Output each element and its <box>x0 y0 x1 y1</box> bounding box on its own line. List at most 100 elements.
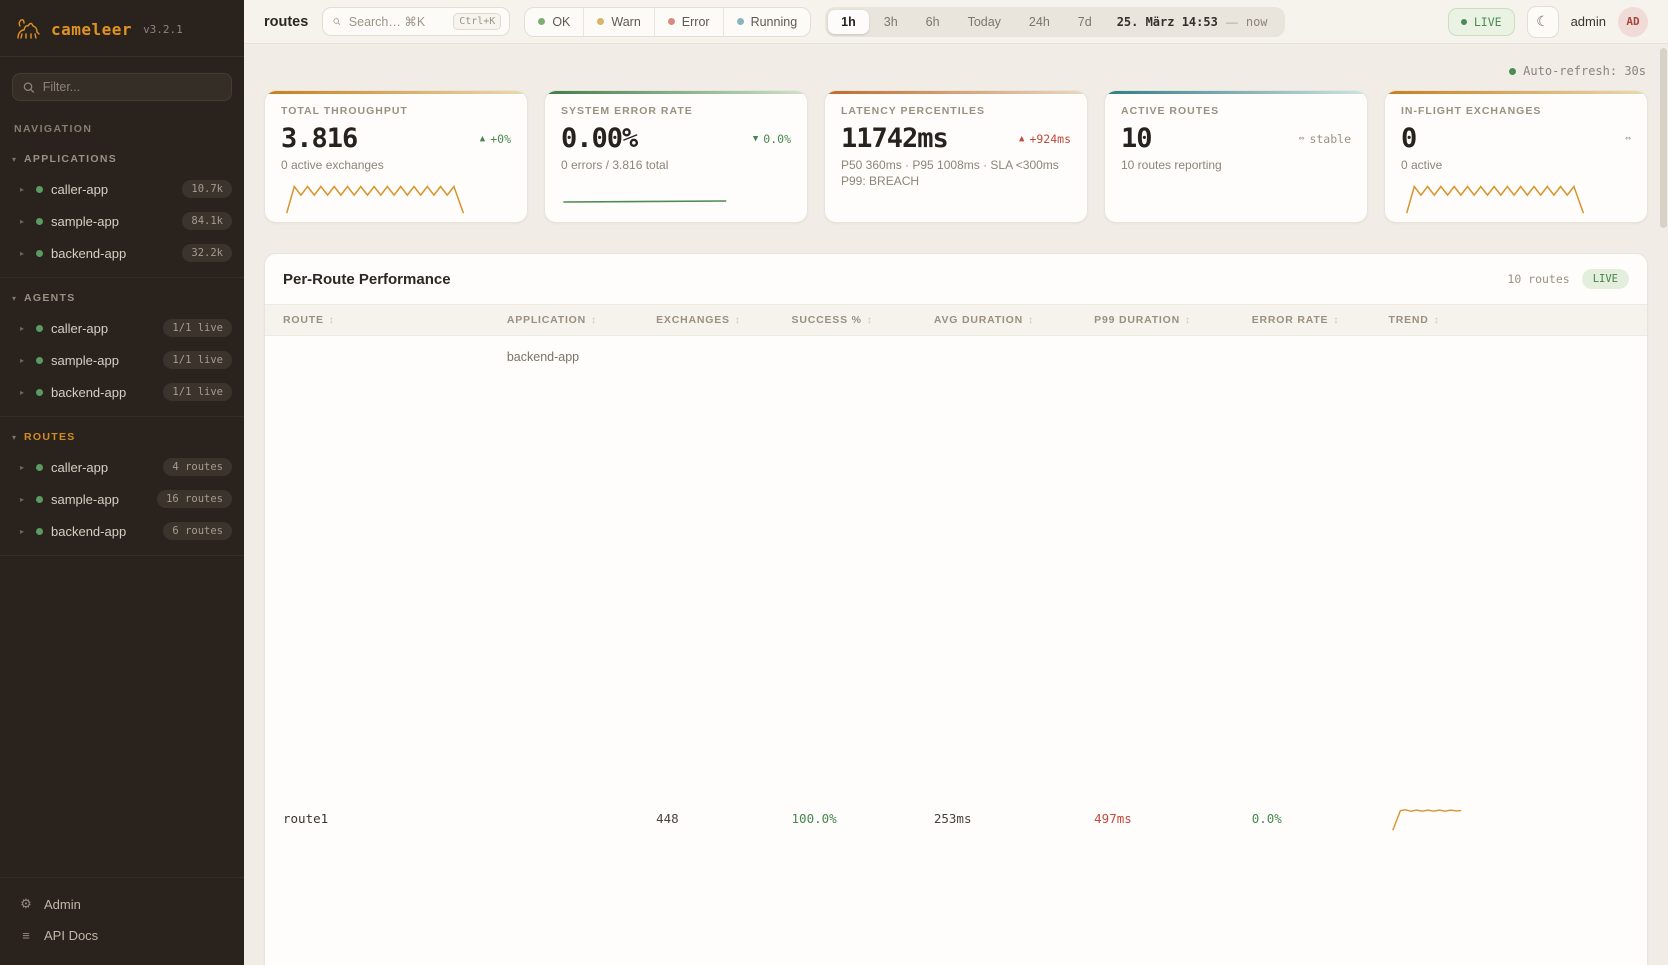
kpi-subtext: 0 active exchanges <box>281 158 384 172</box>
range-3h-button[interactable]: 3h <box>871 10 911 34</box>
theme-toggle-button[interactable]: ☾ <box>1526 5 1559 38</box>
sidebar-item-caller-app[interactable]: ▸ caller-app 10.7k <box>0 173 244 205</box>
range-24h-button[interactable]: 24h <box>1016 10 1063 34</box>
sort-icon: ↕ <box>591 314 597 326</box>
app-logo: cameleer v3.2.1 <box>0 0 244 57</box>
filter-ok-button[interactable]: OK <box>525 8 583 36</box>
col-route[interactable]: ROUTE ↕ <box>283 314 335 326</box>
filter-label: OK <box>552 14 571 29</box>
sidebar: cameleer v3.2.1 NAVIGATION ▾ APPLICATION… <box>0 0 244 965</box>
main-content: Auto-refresh: 30s TOTAL THROUGHPUT 3.816… <box>244 44 1668 965</box>
live-dot-icon <box>1460 18 1467 25</box>
section-header-routes[interactable]: ▾ ROUTES <box>0 427 244 451</box>
autorefresh-indicator: Auto-refresh: 30s <box>264 44 1648 90</box>
arrow-up-icon: ▲ <box>1019 133 1025 144</box>
refresh-dot-icon <box>1509 67 1517 75</box>
count-badge: 1/1 live <box>163 351 232 369</box>
search-box[interactable]: Ctrl+K <box>322 7 511 36</box>
error-rate: 0.0% <box>1251 811 1282 826</box>
time-range-display[interactable]: 25. März 14:53 — now <box>1107 15 1282 29</box>
sidebar-item-routes-caller-app[interactable]: ▸ caller-app 4 routes <box>0 451 244 483</box>
status-filter-group: OK Warn Error Running <box>524 6 812 37</box>
sidebar-section-routes: ▾ ROUTES ▸ caller-app 4 routes ▸ sample-… <box>0 417 244 556</box>
col-error-rate[interactable]: ERROR RATE ↕ <box>1251 314 1340 326</box>
sidebar-item-admin[interactable]: ⚙ Admin <box>0 888 244 920</box>
item-label: sample-app <box>51 213 119 229</box>
table-header-row: ROUTE ↕ APPLICATION ↕ EXCHANGES ↕ SUCCESS %… <box>265 304 1647 336</box>
col-exchanges[interactable]: EXCHANGES ↕ <box>656 314 741 326</box>
sidebar-item-routes-backend-app[interactable]: ▸ backend-app 6 routes <box>0 515 244 547</box>
range-separator: — <box>1225 14 1238 29</box>
topbar: routes Ctrl+K OK Warn Error <box>244 0 1668 44</box>
scrollbar[interactable] <box>1660 48 1667 958</box>
kpi-value: 10 <box>1121 123 1153 154</box>
item-label: Admin <box>44 896 81 912</box>
scrollbar-thumb[interactable] <box>1660 48 1667 228</box>
sidebar-item-agent-caller-app[interactable]: ▸ caller-app 1/1 live <box>0 312 244 344</box>
item-label: caller-app <box>51 459 109 475</box>
sidebar-filter[interactable] <box>12 73 232 101</box>
sidebar-item-routes-sample-app[interactable]: ▸ sample-app 16 routes <box>0 483 244 515</box>
search-input[interactable] <box>348 14 446 29</box>
range-6h-button[interactable]: 6h <box>913 10 953 34</box>
col-avg-duration[interactable]: AVG DURATION ↕ <box>933 314 1034 326</box>
sidebar-footer: ⚙ Admin ≡ API Docs <box>0 877 244 965</box>
section-header-applications[interactable]: ▾ APPLICATIONS <box>0 149 244 173</box>
application-name: backend-app <box>506 350 580 364</box>
sort-icon: ↕ <box>1185 314 1191 326</box>
range-7d-button[interactable]: 7d <box>1065 10 1105 34</box>
col-success[interactable]: SUCCESS % ↕ <box>791 314 873 326</box>
count-badge: 1/1 live <box>163 383 232 401</box>
live-status-badge[interactable]: LIVE <box>1447 7 1515 36</box>
col-p99-duration[interactable]: P99 DURATION ↕ <box>1094 314 1191 326</box>
kpi-latency-percentiles: LATENCY PERCENTILES 11742ms ▲ +924ms P50 … <box>824 90 1088 223</box>
section-title: ROUTES <box>24 431 76 443</box>
item-label: caller-app <box>51 181 109 197</box>
sidebar-item-agent-sample-app[interactable]: ▸ sample-app 1/1 live <box>0 344 244 376</box>
chevron-right-icon: ▸ <box>20 323 25 333</box>
range-today-button[interactable]: Today <box>955 10 1014 34</box>
status-dot-icon <box>36 527 43 535</box>
chevron-down-icon: ▾ <box>12 293 17 303</box>
throughput-sparkline <box>285 184 465 214</box>
status-dot-icon <box>36 388 43 396</box>
section-header-agents[interactable]: ▾ AGENTS <box>0 288 244 312</box>
item-label: API Docs <box>44 928 99 943</box>
sidebar-item-api-docs[interactable]: ≡ API Docs <box>0 920 244 951</box>
sidebar-item-backend-app[interactable]: ▸ backend-app 32.2k <box>0 237 244 269</box>
item-label: sample-app <box>51 491 119 507</box>
error-dot-icon <box>667 18 675 25</box>
chevron-right-icon: ▸ <box>20 248 25 258</box>
status-dot-icon <box>36 185 43 193</box>
avatar[interactable]: AD <box>1618 6 1648 37</box>
nav-label: NAVIGATION <box>14 123 93 135</box>
filter-error-button[interactable]: Error <box>653 7 723 36</box>
sidebar-item-agent-backend-app[interactable]: ▸ backend-app 1/1 live <box>0 376 244 408</box>
kpi-delta: +0% <box>490 131 511 146</box>
status-dot-icon <box>36 324 43 332</box>
table-row[interactable]: route1 backend-app 448 100.0% 253ms 497m… <box>265 336 1647 965</box>
exchanges-count: 448 <box>656 811 679 826</box>
kpi-value: 11742ms <box>841 123 949 154</box>
filter-input[interactable] <box>42 80 221 94</box>
status-dot-icon <box>36 249 43 257</box>
chevron-right-icon: ▸ <box>20 355 25 365</box>
kpi-label: ACTIVE ROUTES <box>1121 105 1220 117</box>
filter-running-button[interactable]: Running <box>722 7 811 36</box>
trend-sparkline-icon <box>1391 808 1461 830</box>
warn-dot-icon <box>597 18 605 25</box>
kpi-label: SYSTEM ERROR RATE <box>561 105 693 117</box>
kpi-subtext: 10 routes reporting <box>1121 158 1222 172</box>
col-application[interactable]: APPLICATION ↕ <box>506 314 597 326</box>
ok-dot-icon <box>538 18 546 25</box>
filter-warn-button[interactable]: Warn <box>583 7 653 36</box>
range-1h-button[interactable]: 1h <box>828 9 869 34</box>
gear-icon: ⚙ <box>20 896 32 911</box>
sidebar-item-sample-app[interactable]: ▸ sample-app 84.1k <box>0 205 244 237</box>
running-dot-icon <box>736 18 744 25</box>
table-live-badge: LIVE <box>1581 269 1629 289</box>
chevron-right-icon: ▸ <box>20 216 25 226</box>
kpi-row: TOTAL THROUGHPUT 3.816 ▲ +0% 0 active exc… <box>264 90 1648 223</box>
filter-label: Error <box>681 14 710 29</box>
kpi-delta: 0.0% <box>763 131 791 146</box>
